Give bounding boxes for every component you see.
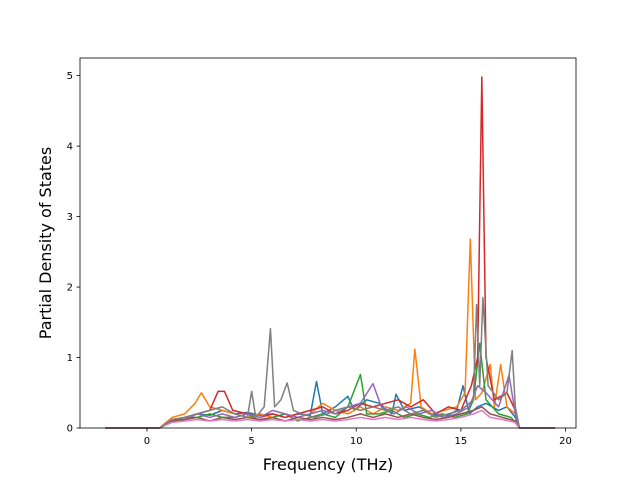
- series-line-8: [105, 296, 556, 429]
- x-tick-label: 0: [144, 436, 150, 447]
- series-line-5: [105, 374, 556, 429]
- x-tick-label: 10: [350, 436, 363, 447]
- y-tick-label: 5: [67, 71, 73, 82]
- axes-frame: [79, 57, 577, 429]
- x-axis-label: Frequency (THz): [263, 455, 393, 474]
- x-tick-label: 5: [248, 436, 254, 447]
- series-layer: [105, 76, 556, 429]
- series-line-4: [105, 76, 556, 429]
- y-axis-label: Partial Density of States: [36, 147, 55, 339]
- y-tick-label: 4: [67, 142, 73, 153]
- y-tick-label: 1: [67, 353, 73, 364]
- x-tick-label: 15: [455, 436, 468, 447]
- y-axis-ticks: 0 1 2 3 4 5: [67, 71, 80, 435]
- x-axis-ticks: 0 5 10 15 20: [144, 428, 572, 447]
- y-tick-label: 2: [67, 283, 73, 294]
- y-tick-label: 3: [67, 212, 73, 223]
- x-tick-label: 20: [559, 436, 572, 447]
- y-tick-label: 0: [67, 424, 73, 435]
- plot-area: [80, 58, 576, 428]
- series-line-7: [105, 409, 556, 429]
